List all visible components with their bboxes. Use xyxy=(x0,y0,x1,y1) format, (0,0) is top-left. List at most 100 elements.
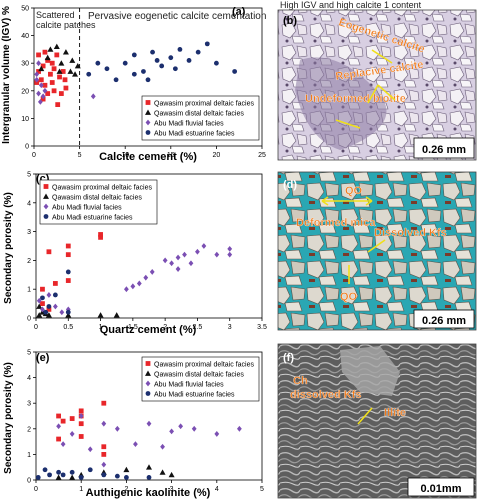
chart-a-point-triangle xyxy=(44,54,51,61)
chart-e-legend-marker xyxy=(145,361,151,366)
chart-e-legend-marker xyxy=(145,380,151,387)
chart-e-point-square xyxy=(69,416,75,421)
chart-a-ytick-label: 40 xyxy=(21,33,29,40)
chart-a-axes: 0 5 10 15 20 25 0 10 20 30 40 50 xyxy=(21,6,266,160)
chart-a-legend-label: Abu Madi estuarine facies xyxy=(154,131,235,138)
chart-e-legend-marker xyxy=(145,391,151,396)
chart-a-point-diamond xyxy=(40,93,46,100)
chart-e-legend: Qawasim proximal deltaic facies Qawasim d… xyxy=(141,356,260,402)
chart-e-point-circle xyxy=(114,473,120,479)
chart-a-point-square xyxy=(38,77,44,83)
chart-c-point-circle xyxy=(40,295,45,301)
chart-c-xtick-label: 0 xyxy=(34,324,38,331)
chart-e-ytick-label: 2 xyxy=(27,426,31,433)
chart-c-point-square xyxy=(98,232,103,237)
chart-c-ytick-label: 4 xyxy=(27,200,31,207)
chart-a-frame xyxy=(33,7,263,147)
micrograph-b-arrow-2 xyxy=(367,84,396,104)
chart-e-xtick-label: 1 xyxy=(79,486,83,493)
chart-a-legend-marker xyxy=(145,109,151,115)
chart-a-point-circle xyxy=(131,71,137,77)
chart-a-point-square xyxy=(36,69,41,74)
micrograph-f-scale: 0.01mm xyxy=(421,483,462,495)
chart-a-point-square xyxy=(58,91,64,96)
chart-e-point-diamond xyxy=(191,425,197,432)
chart-e-point-square xyxy=(101,444,107,450)
chart-a-point-circle xyxy=(95,60,101,66)
chart-a-point-circle xyxy=(113,77,119,83)
chart-c-point-triangle xyxy=(36,303,43,309)
chart-c-point-square xyxy=(65,278,71,283)
chart-e-point-circle xyxy=(35,475,41,480)
chart-e-point-square xyxy=(56,436,61,442)
chart-c-legend: Qawasim proximal deltaic facies Qawasim d… xyxy=(39,179,158,225)
chart-a-point-circle xyxy=(172,66,178,72)
chart-c-point-diamond xyxy=(36,297,42,304)
chart-a-point-square xyxy=(51,88,57,94)
chart-c-point-circle xyxy=(43,309,49,315)
chart-a-point-diamond xyxy=(36,90,41,97)
chart-a-xtick-label: 10 xyxy=(121,152,129,159)
chart-a-point-square xyxy=(49,80,55,85)
chart-a: 0 5 10 15 20 25 0 10 20 30 40 50 (a) Scattered calci… xyxy=(1,6,266,164)
chart-a-point-circle xyxy=(186,58,192,63)
chart-e-point-diamond xyxy=(56,423,61,430)
chart-e-points xyxy=(35,400,242,480)
chart-a-points xyxy=(34,41,238,107)
chart-e-xtick-label: 5 xyxy=(260,486,264,493)
micrograph-d-arrow-1 xyxy=(321,196,373,206)
chart-c-point-square xyxy=(52,281,58,286)
chart-a-xtick-label: 20 xyxy=(213,152,221,159)
chart-a-point-diamond xyxy=(34,71,40,78)
chart-c-legend-label: Qawasim distal deltaic facies xyxy=(52,195,142,202)
chart-a-point-diamond xyxy=(36,60,41,67)
chart-e-point-diamond xyxy=(178,423,184,430)
micrograph-d-scale-box xyxy=(413,309,475,329)
chart-a-point-circle xyxy=(168,55,174,61)
chart-c-point-diamond xyxy=(175,254,181,261)
chart-c-xtick-label: 3.5 xyxy=(257,324,267,331)
chart-a-legend-label: Abu Madi fluvial facies xyxy=(154,121,224,128)
micrograph-b-calcite-patch xyxy=(295,57,387,151)
chart-e-point-triangle xyxy=(55,474,62,480)
micrograph-f-scale-box xyxy=(407,477,475,497)
chart-a-point-circle xyxy=(204,41,210,47)
chart-c-ytick-label: 1 xyxy=(27,287,31,294)
chart-a-ytick-label: 0 xyxy=(25,144,29,151)
chart-e-legend-label: Abu Madi estuarine facies xyxy=(154,392,235,399)
chart-e-point-triangle xyxy=(69,474,76,480)
micrograph-d-scale: 0.26 mm xyxy=(422,315,466,327)
chart-a-point-diamond xyxy=(38,82,44,89)
chart-c-xtick-label: 3 xyxy=(228,324,232,331)
chart-a-point-triangle xyxy=(47,46,54,52)
chart-e-point-diamond xyxy=(146,420,152,427)
chart-a-annotation-right: Pervasive eogenetic calcite cementation xyxy=(88,11,266,22)
chart-a-point-circle xyxy=(214,60,219,66)
chart-a-point-triangle xyxy=(58,60,65,66)
chart-c-xtick-label: 2.5 xyxy=(193,324,203,331)
chart-e-point-diamond xyxy=(133,441,138,448)
chart-e-ytick-label: 3 xyxy=(27,401,31,408)
micrograph-b-arrow-3 xyxy=(335,119,361,129)
micrograph-f-label-illite: Illite xyxy=(384,407,406,419)
chart-c-xtick-label: 0.5 xyxy=(63,324,73,331)
chart-c-ytick-label: 0 xyxy=(27,316,31,323)
chart-e-ytick-label: 5 xyxy=(27,350,31,357)
micrograph-d-label-qo-bottom: QO xyxy=(340,291,358,303)
chart-e-axes: 0 1 2 3 4 5 0 1 2 3 4 5 xyxy=(27,350,264,494)
chart-a-point-square xyxy=(63,85,69,91)
chart-c-point-diamond xyxy=(59,309,65,316)
chart-c-point-diamond xyxy=(124,286,129,293)
chart-a-point-circle xyxy=(122,60,128,66)
chart-e-xtick-label: 2 xyxy=(124,486,128,493)
micrograph-d: (d) QO Deformed mica Dissolved Kfs QO 0.… xyxy=(277,171,477,331)
chart-c-legend-box xyxy=(39,179,158,225)
chart-c-point-diamond xyxy=(169,260,174,267)
chart-a-point-square xyxy=(40,63,46,69)
chart-a-legend-label: Qawasim proximal deltaic facies xyxy=(154,101,254,108)
chart-a-xlabel: Calcite cement (%) xyxy=(99,151,197,163)
chart-c-point-circle xyxy=(65,269,71,275)
chart-a-point-square xyxy=(60,69,66,74)
chart-c-ylabel: Secondary porosity (%) xyxy=(3,192,14,304)
chart-c-point-diamond xyxy=(65,306,71,313)
